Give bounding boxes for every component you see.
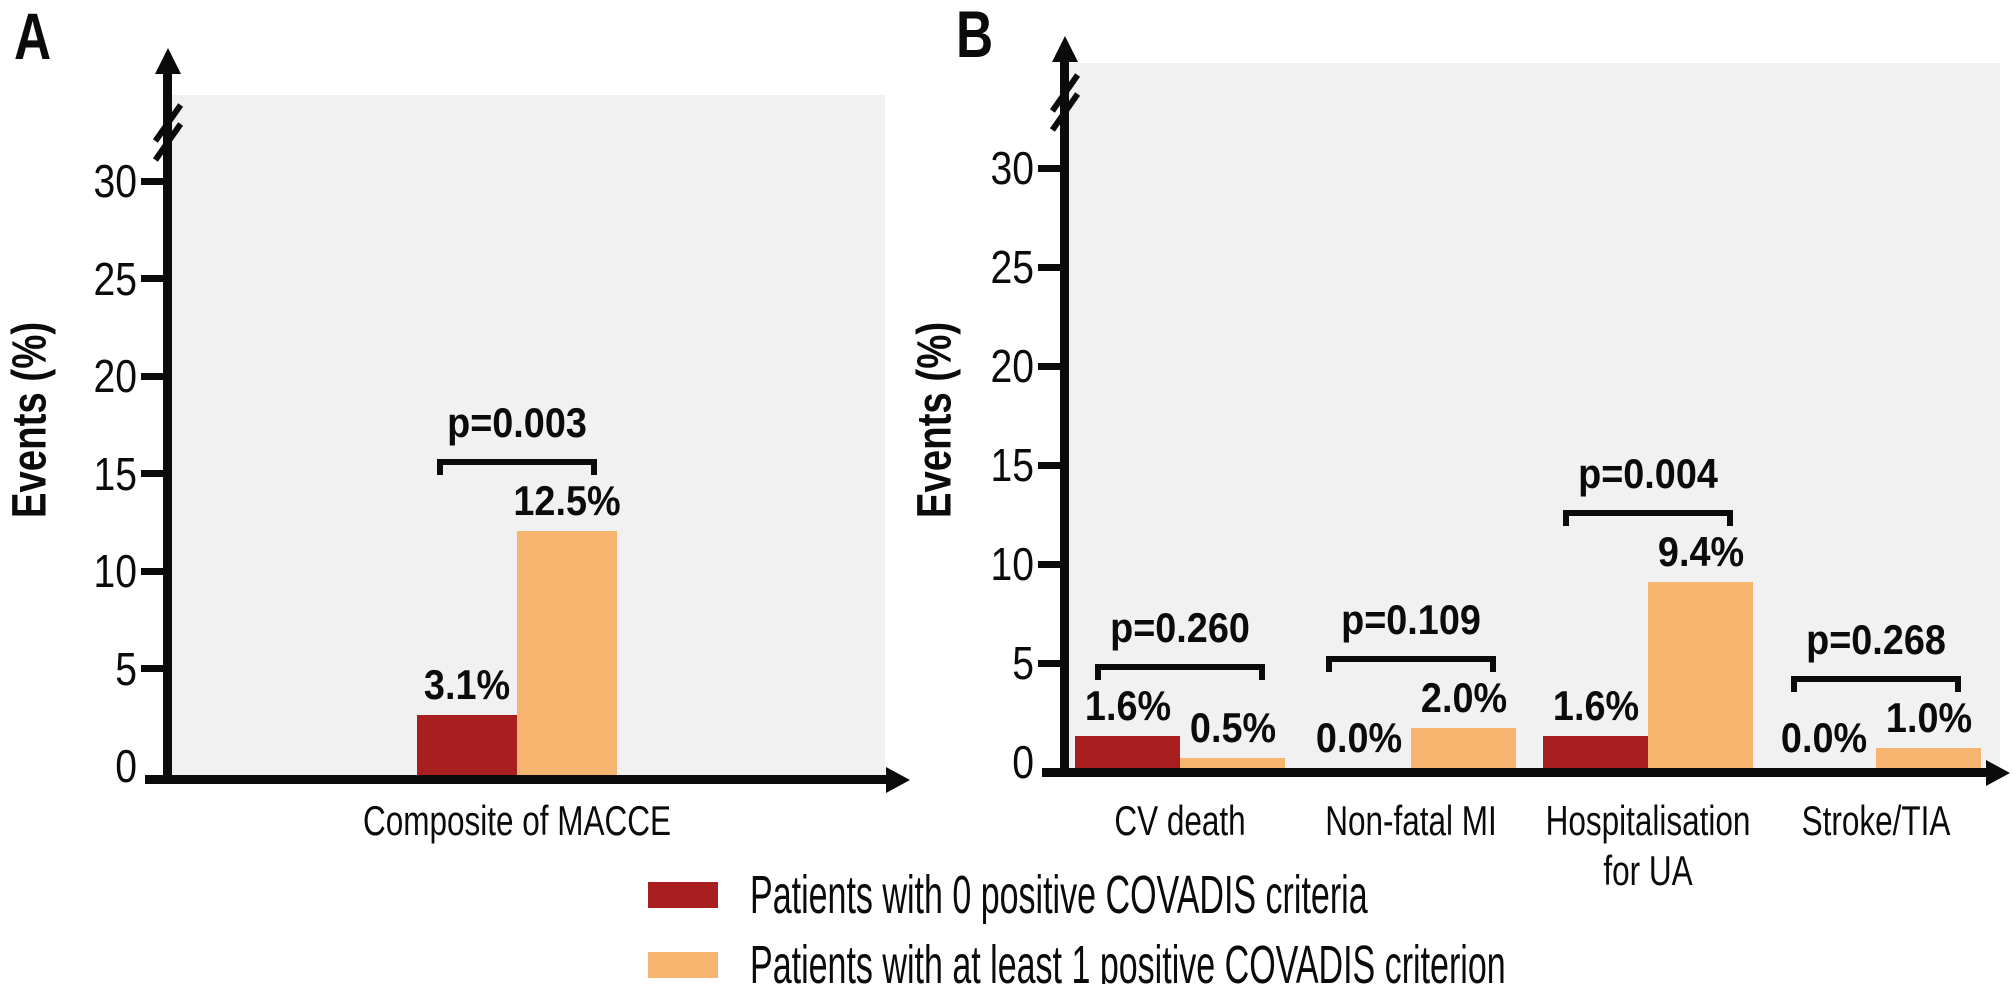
- panel-b-y-tick-mark-30: [1038, 164, 1060, 172]
- category-label-cv-death: CV death: [1114, 797, 1246, 844]
- panel-b-label: B: [956, 0, 994, 71]
- significance-bracket-cv-death: [1095, 664, 1265, 681]
- value-label-one-plus-criteria-cv-death: 0.5%: [1189, 704, 1276, 752]
- panel-a-y-axis-arrow-icon: [154, 48, 181, 74]
- value-label-zero-criteria-non-fatal-mi: 0.0%: [1315, 714, 1402, 761]
- category-label-stroke-tia: Stroke/TIA: [1801, 797, 1951, 844]
- p-value-label-composite-of-macce: p=0.003: [447, 399, 587, 447]
- value-label-one-plus-criteria-hospitalisation: 9.4%: [1657, 527, 1744, 575]
- panel-b-y-tick-mark-5: [1038, 659, 1060, 667]
- panel-b-x-axis-arrow-icon: [1986, 759, 2010, 786]
- bar-one-plus-criteria-non-fatal-mi: [1411, 728, 1516, 768]
- legend-label-zero-criteria: Patients with 0 positive COVADIS criteri…: [750, 865, 1368, 925]
- panel-b-y-tick-label-30: 30: [990, 142, 1034, 194]
- panel-a-y-tick-mark-10: [141, 567, 163, 575]
- panel-b-y-axis-arrow-icon: [1051, 36, 1078, 62]
- panel-a-y-tick-label-5: 5: [115, 642, 137, 695]
- p-value-label-stroke-tia: p=0.268: [1806, 616, 1946, 664]
- panel-b-y-tick-mark-15: [1038, 461, 1060, 469]
- panel-a-x-axis-arrow-icon: [886, 766, 910, 793]
- legend-swatch-zero-criteria: [648, 882, 718, 908]
- panel-b-y-tick-label-15: 15: [990, 439, 1034, 491]
- bar-zero-criteria-composite-of-macce: [417, 714, 517, 775]
- value-label-zero-criteria-hospitalisation: 1.6%: [1552, 682, 1639, 730]
- category-label-hospitalisation-line2: for UA: [1603, 847, 1693, 894]
- significance-bracket-hospitalisation: [1563, 509, 1733, 526]
- panel-a-y-tick-label-15: 15: [93, 447, 137, 500]
- value-label-zero-criteria-composite-of-macce: 3.1%: [423, 660, 511, 708]
- panel-b-y-axis-line: [1060, 58, 1069, 777]
- panel-b-y-tick-label-20: 20: [990, 340, 1034, 392]
- bar-one-plus-criteria-composite-of-macce: [517, 531, 617, 775]
- bar-zero-criteria-cv-death: [1075, 736, 1180, 768]
- bar-one-plus-criteria-hospitalisation: [1648, 581, 1753, 768]
- category-label-non-fatal-mi: Non-fatal MI: [1325, 797, 1497, 844]
- panel-a-y-tick-label-20: 20: [93, 350, 137, 402]
- value-label-one-plus-criteria-non-fatal-mi: 2.0%: [1420, 674, 1507, 722]
- panel-b-y-tick-label-25: 25: [990, 241, 1034, 293]
- bar-one-plus-criteria-stroke-tia: [1876, 748, 1981, 768]
- p-value-label-cv-death: p=0.260: [1110, 604, 1250, 652]
- legend-swatch-one-plus-criteria: [648, 952, 718, 978]
- panel-b-y-tick-label-10: 10: [990, 538, 1034, 590]
- legend-label-one-plus-criteria: Patients with at least 1 positive COVADI…: [750, 935, 1506, 984]
- panel-a-y-tick-label-25: 25: [93, 252, 137, 305]
- panel-b-y-tick-label-0: 0: [1012, 736, 1034, 788]
- panel-b-y-tick-mark-25: [1038, 263, 1060, 271]
- value-label-zero-criteria-stroke-tia: 0.0%: [1780, 714, 1867, 761]
- panel-a-y-tick-label-10: 10: [93, 545, 137, 597]
- panel-a-y-tick-mark-30: [141, 177, 163, 185]
- category-label-hospitalisation: Hospitalisation: [1545, 797, 1751, 844]
- panel-a-y-tick-mark-5: [141, 665, 163, 672]
- panel-b-y-tick-label-5: 5: [1012, 637, 1034, 689]
- significance-bracket-composite-of-macce: [437, 459, 597, 476]
- panel-a-y-tick-mark-20: [141, 372, 163, 380]
- panel-a-label: A: [14, 0, 52, 73]
- panel-a-y-tick-label-0: 0: [115, 740, 137, 792]
- panel-a-y-axis-line: [163, 70, 172, 784]
- panel-b-y-tick-mark-10: [1038, 560, 1060, 568]
- panel-a-y-tick-mark-15: [141, 470, 163, 477]
- panel-b-plot-background: [1069, 63, 2000, 768]
- panel-b-y-tick-mark-20: [1038, 362, 1060, 370]
- value-label-one-plus-criteria-stroke-tia: 1.0%: [1885, 694, 1972, 742]
- value-label-zero-criteria-cv-death: 1.6%: [1084, 682, 1171, 730]
- value-label-one-plus-criteria-composite-of-macce: 12.5%: [513, 477, 621, 525]
- panel-a-x-axis-line: [145, 775, 886, 784]
- panel-a-y-tick-label-30: 30: [93, 155, 137, 207]
- p-value-label-hospitalisation: p=0.004: [1578, 449, 1718, 497]
- p-value-label-non-fatal-mi: p=0.109: [1341, 596, 1481, 644]
- category-label-composite-of-macce: Composite of MACCE: [362, 797, 672, 844]
- significance-bracket-stroke-tia: [1791, 676, 1961, 693]
- panel-b-x-axis-line: [1042, 768, 1986, 777]
- bar-one-plus-criteria-cv-death: [1180, 758, 1285, 768]
- bar-zero-criteria-hospitalisation: [1543, 736, 1648, 768]
- significance-bracket-non-fatal-mi: [1326, 656, 1496, 673]
- panel-a-y-tick-mark-25: [141, 275, 163, 282]
